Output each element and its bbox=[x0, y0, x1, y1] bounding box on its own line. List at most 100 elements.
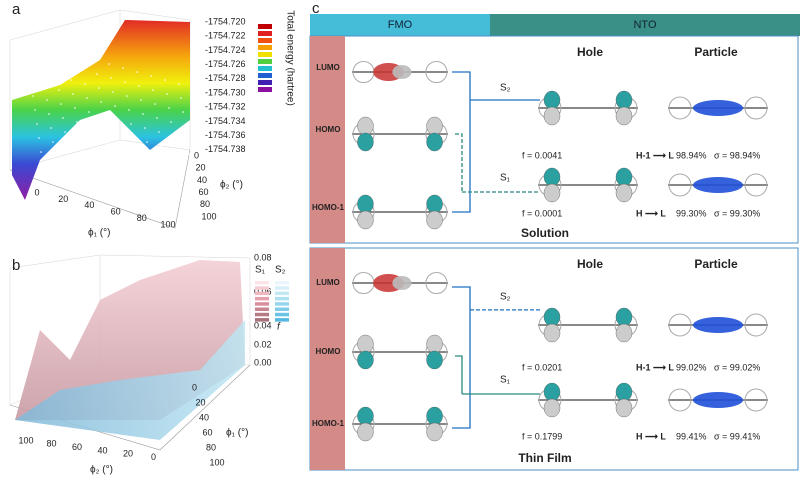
surface-dot bbox=[150, 169, 152, 171]
surface-dot bbox=[142, 113, 144, 115]
orbital-lobe bbox=[543, 106, 561, 126]
surface-dot bbox=[96, 167, 98, 169]
phi1-tick: 100 bbox=[210, 457, 225, 467]
phi1-tick: 80 bbox=[206, 442, 216, 452]
surface-dot bbox=[54, 61, 56, 63]
column-title: Hole bbox=[577, 257, 603, 271]
overlap: σ = 98.94% bbox=[714, 150, 760, 160]
panel-label: c bbox=[312, 0, 320, 17]
surface-dot bbox=[192, 181, 194, 183]
surface-dot bbox=[104, 129, 106, 131]
colorbar-swatch bbox=[258, 24, 272, 29]
axis-label: ϕ₂ (°) bbox=[90, 465, 113, 476]
orbital-lobe bbox=[543, 307, 561, 327]
surface-dot bbox=[92, 139, 94, 141]
surface-dot bbox=[170, 121, 172, 123]
surface-dot bbox=[36, 123, 38, 125]
f-tick: 0.08 bbox=[254, 252, 272, 262]
orbital-lobe bbox=[615, 307, 633, 327]
surface-dot bbox=[32, 95, 34, 97]
surface-dot bbox=[96, 73, 98, 75]
molecule-ring bbox=[668, 96, 692, 120]
orbital-lobe bbox=[426, 116, 443, 136]
surface-dot bbox=[80, 149, 82, 151]
colorbar-swatch bbox=[258, 87, 272, 92]
orbital-column bbox=[310, 36, 345, 243]
energy-tick: -1754.720 bbox=[205, 16, 246, 26]
surface-dot bbox=[26, 53, 28, 55]
surface-dot bbox=[122, 67, 124, 69]
orbital-lobe bbox=[693, 392, 743, 408]
surface-dot bbox=[138, 179, 140, 181]
phi1-tick: 0 bbox=[192, 382, 197, 392]
surface-dot bbox=[82, 163, 84, 165]
surface-dot bbox=[86, 97, 88, 99]
legend-swatch bbox=[255, 281, 269, 285]
colorbar-swatch bbox=[258, 52, 272, 57]
colorbar-swatch bbox=[258, 73, 272, 78]
orbital-lobe bbox=[357, 422, 374, 442]
surface-dot bbox=[126, 95, 128, 97]
surface-dot bbox=[90, 125, 92, 127]
surface-dot bbox=[152, 183, 154, 185]
surface-dot bbox=[48, 113, 50, 115]
orbital-lobe bbox=[543, 398, 561, 418]
phi2-tick: 80 bbox=[200, 199, 210, 209]
legend-swatch bbox=[255, 302, 269, 306]
arrow bbox=[455, 133, 463, 192]
f-tick: 0.00 bbox=[254, 357, 272, 367]
surface-dot bbox=[156, 117, 158, 119]
orbital-lobe bbox=[426, 334, 443, 354]
surface-dot bbox=[46, 99, 48, 101]
oscillator-strength: f = 0.0201 bbox=[522, 362, 562, 372]
energy-tick: -1754.736 bbox=[205, 130, 246, 140]
surface-dot bbox=[98, 87, 100, 89]
surface-dot bbox=[140, 99, 142, 101]
orbital-label: LUMO bbox=[316, 63, 340, 72]
state-label: S₂ bbox=[500, 83, 511, 94]
surface-dot bbox=[108, 63, 110, 65]
orbital-lobe bbox=[543, 167, 561, 187]
legend-swatch bbox=[275, 307, 289, 311]
energy-tick: -1754.728 bbox=[205, 73, 246, 83]
orbital-label: HOMO-1 bbox=[312, 419, 345, 428]
phi2-tick: 60 bbox=[199, 187, 209, 197]
surface-dot bbox=[44, 85, 46, 87]
axis-label: f bbox=[277, 322, 281, 333]
state-label: S₂ bbox=[500, 292, 511, 303]
molecule-ring bbox=[668, 388, 692, 412]
surface-dot bbox=[144, 127, 146, 129]
fmo-header bbox=[310, 14, 490, 36]
surface-dot bbox=[190, 167, 192, 169]
phi2-tick: 0 bbox=[151, 452, 156, 462]
transition: H ⟶ L bbox=[636, 431, 666, 441]
surface-dot bbox=[148, 155, 150, 157]
legend-swatch bbox=[255, 286, 269, 290]
transition: H ⟶ L bbox=[636, 208, 666, 218]
surface-dot bbox=[168, 107, 170, 109]
surface-dot bbox=[58, 89, 60, 91]
surface-dot bbox=[94, 59, 96, 61]
phi1-tick: 40 bbox=[84, 200, 94, 210]
legend-swatch bbox=[255, 312, 269, 317]
phi1-tick: 60 bbox=[111, 207, 121, 217]
orbital-lobe bbox=[615, 167, 633, 187]
panel-label: a bbox=[12, 1, 21, 18]
arrow bbox=[452, 71, 471, 213]
box-title: Solution bbox=[521, 226, 569, 240]
f-tick: 0.02 bbox=[254, 339, 272, 349]
molecule-ring bbox=[668, 313, 692, 337]
legend-swatch bbox=[275, 286, 289, 290]
phi1-tick: 40 bbox=[199, 412, 209, 422]
surface-dot bbox=[162, 159, 164, 161]
surface-dot bbox=[52, 47, 54, 49]
surface-dot bbox=[152, 89, 154, 91]
legend-swatch bbox=[255, 318, 269, 322]
surface-dot bbox=[166, 93, 168, 95]
surface-dot bbox=[194, 195, 196, 197]
colorbar-swatch bbox=[258, 38, 272, 43]
legend-swatch bbox=[275, 296, 289, 301]
surface-dot bbox=[50, 127, 52, 129]
phi2-tick: 40 bbox=[197, 175, 207, 185]
surface-dot bbox=[60, 103, 62, 105]
